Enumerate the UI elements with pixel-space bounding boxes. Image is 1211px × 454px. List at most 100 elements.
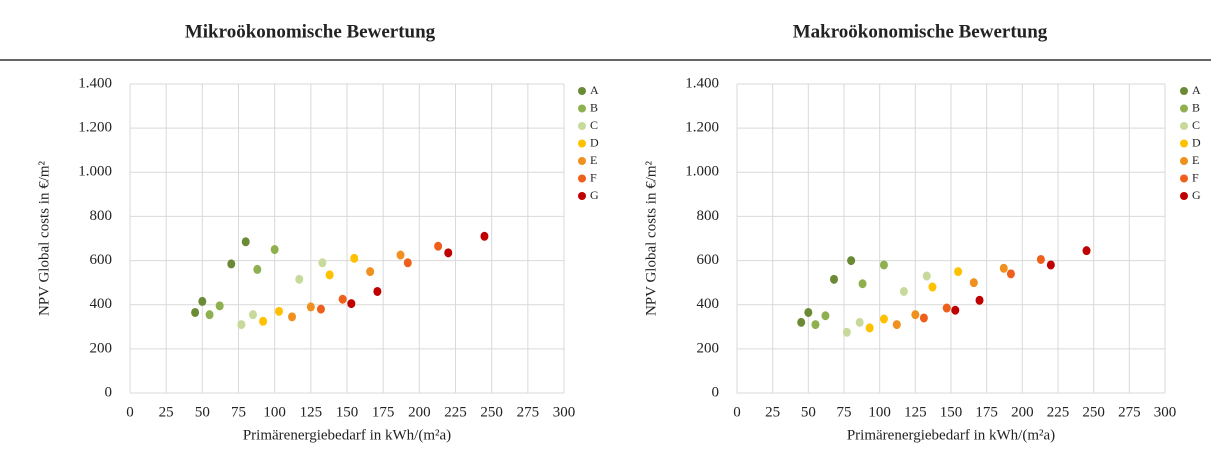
x-tick-label: 250 (480, 404, 503, 420)
point (316, 304, 325, 314)
point (858, 279, 867, 289)
point (821, 311, 830, 321)
point (373, 286, 382, 296)
point (444, 248, 453, 258)
point (259, 316, 268, 326)
point (951, 305, 960, 315)
point (1036, 254, 1045, 264)
legend-marker (578, 87, 586, 95)
x-tick-label: 300 (1154, 404, 1177, 420)
point (975, 295, 984, 305)
point (253, 264, 262, 274)
point (191, 307, 200, 317)
x-axis-label: Primärenergiebedarf in kWh/(m²a) (847, 427, 1055, 443)
y-tick-label: 200 (697, 340, 720, 356)
point (396, 250, 405, 260)
point (434, 241, 443, 251)
legend-marker (1180, 157, 1188, 165)
point (347, 299, 356, 309)
point (318, 258, 327, 268)
point (241, 237, 250, 247)
legend-label: F (1192, 170, 1199, 184)
x-tick-label: 275 (517, 404, 540, 420)
point (338, 294, 347, 304)
y-tick-label: 400 (90, 296, 113, 312)
y-tick-label: 0 (105, 384, 113, 400)
point (811, 320, 820, 330)
x-tick-label: 100 (868, 404, 891, 420)
y-tick-label: 1.000 (685, 164, 719, 180)
y-tick-label: 1.400 (685, 75, 719, 91)
point (248, 310, 257, 320)
legend-label: G (590, 188, 599, 202)
x-tick-label: 175 (975, 404, 998, 420)
y-tick-label: 1.200 (78, 120, 112, 136)
x-tick-label: 150 (336, 404, 359, 420)
point (919, 313, 928, 323)
x-tick-label: 300 (553, 404, 576, 420)
point (275, 306, 284, 316)
x-tick-label: 125 (904, 404, 927, 420)
legend-marker (1180, 174, 1188, 183)
legend-marker (578, 104, 586, 113)
point (797, 317, 806, 327)
legend-marker (1180, 122, 1188, 130)
y-tick-label: 1.000 (78, 164, 112, 180)
x-tick-label: 225 (444, 404, 467, 420)
y-tick-label: 400 (697, 296, 720, 312)
point (295, 274, 304, 284)
y-tick-label: 200 (90, 340, 113, 356)
y-tick-label: 800 (90, 208, 113, 224)
legend-marker (578, 192, 586, 200)
point (830, 274, 839, 284)
legend-marker (1180, 139, 1188, 148)
point (198, 296, 207, 306)
legend-label: F (590, 170, 597, 184)
point (847, 256, 856, 266)
y-tick-label: 0 (712, 384, 720, 400)
legend-label: C (1192, 118, 1200, 132)
point (1046, 260, 1055, 270)
legend-label: G (1192, 188, 1201, 202)
x-tick-label: 50 (195, 404, 210, 420)
x-tick-label: 50 (801, 404, 816, 420)
point (865, 323, 874, 333)
legend-marker (1180, 192, 1188, 200)
chart-title: Mikroökonomische Bewertung (185, 21, 436, 42)
y-axis-label: NPV Global costs in €/m² (643, 160, 659, 316)
legend-marker (578, 122, 586, 130)
x-tick-label: 0 (126, 404, 134, 420)
point (205, 310, 214, 320)
point (1006, 269, 1015, 279)
x-tick-label: 250 (1082, 404, 1105, 420)
point (215, 301, 224, 311)
legend-label: B (1192, 100, 1200, 114)
point (480, 231, 489, 241)
legend-marker (578, 157, 586, 165)
point (804, 307, 813, 317)
y-tick-label: 1.400 (78, 75, 112, 91)
legend-label: D (1192, 135, 1201, 149)
point (842, 327, 851, 337)
x-tick-label: 0 (733, 404, 741, 420)
y-axis-label: NPV Global costs in €/m² (36, 160, 52, 316)
point (879, 260, 888, 270)
point (366, 267, 375, 277)
point (350, 253, 359, 263)
point (288, 312, 297, 322)
x-axis-label: Primärenergiebedarf in kWh/(m²a) (243, 427, 451, 443)
legend-marker (578, 139, 586, 148)
y-tick-label: 600 (90, 252, 113, 268)
point (325, 270, 334, 280)
legend-marker (1180, 104, 1188, 113)
y-tick-label: 1.200 (685, 120, 719, 136)
point (227, 259, 236, 269)
point (855, 317, 864, 327)
point (879, 314, 888, 324)
x-tick-label: 275 (1118, 404, 1141, 420)
legend-label: A (1192, 83, 1201, 97)
legend-marker (1180, 87, 1188, 95)
legend-label: D (590, 135, 599, 149)
point (922, 271, 931, 281)
